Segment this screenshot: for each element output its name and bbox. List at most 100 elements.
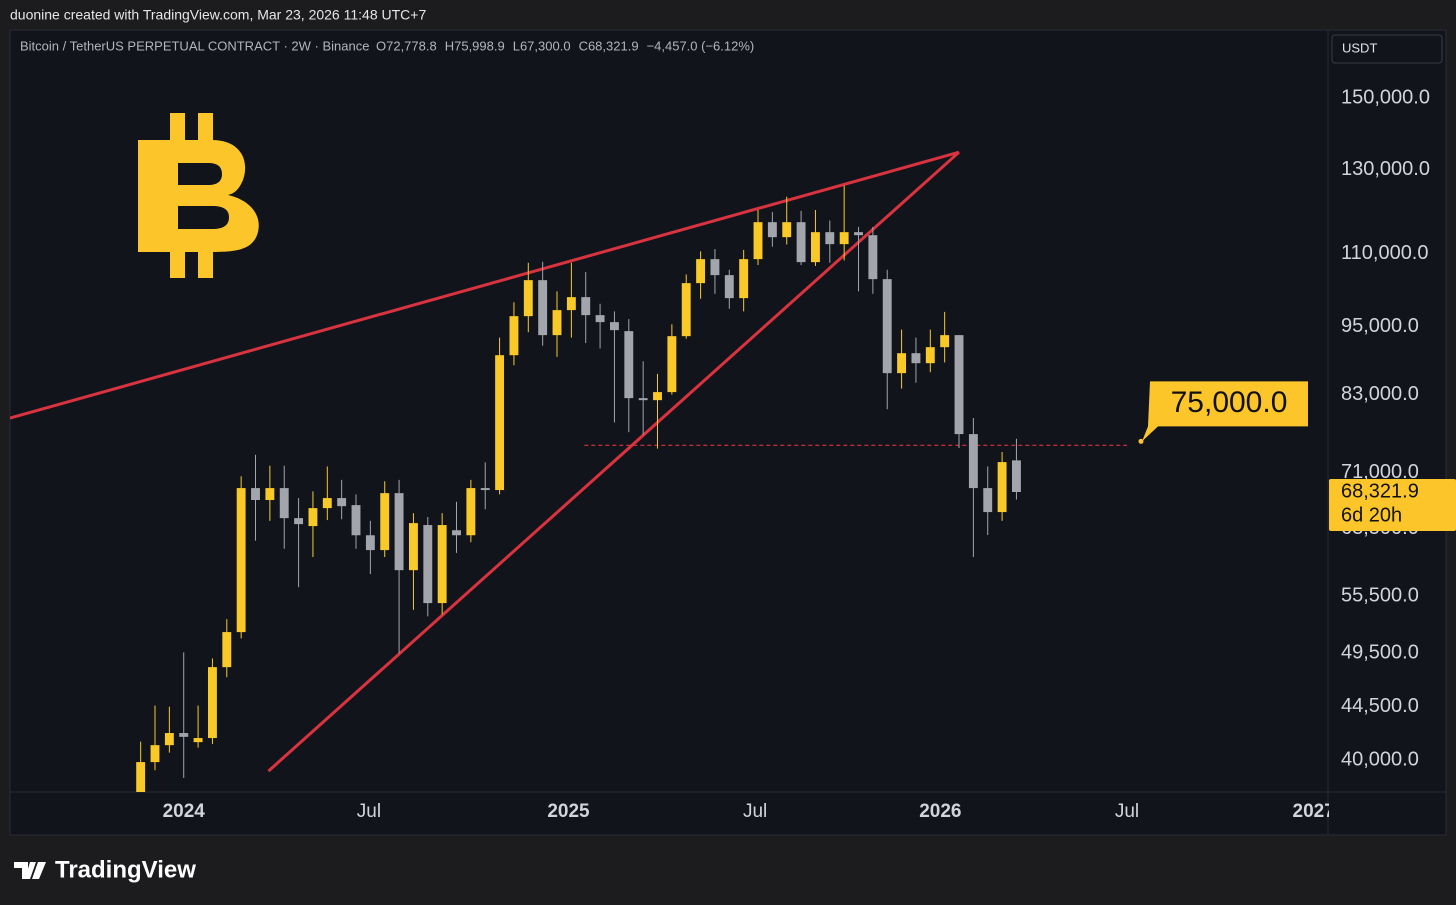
bitcoin-logo: [138, 140, 178, 252]
candle-body: [365, 535, 375, 551]
candle-body: [322, 498, 332, 509]
trendline: [10, 150, 960, 420]
candle-body: [897, 353, 907, 374]
candle-body: [696, 259, 706, 284]
candle-body: [136, 762, 146, 792]
candle-body: [236, 488, 246, 633]
candle-body: [724, 275, 734, 299]
ohlc-value: L67,300.0: [513, 38, 571, 53]
y-tick-label: 95,000.0: [1341, 315, 1419, 337]
ohlc-value: H75,998.9: [445, 38, 505, 53]
candle-body: [968, 434, 978, 489]
candle-body: [466, 488, 476, 536]
x-tick-label: 2024: [163, 801, 206, 822]
x-tick-label: 2027: [1293, 801, 1335, 822]
candle-body: [839, 232, 849, 245]
axes: 40,000.044,500.049,500.055,500.063,500.0…: [163, 87, 1456, 834]
candle-body: [595, 315, 605, 323]
y-tick-label: 55,500.0: [1341, 584, 1419, 606]
x-tick-label: Jul: [1115, 801, 1139, 822]
x-tick-label: 2025: [547, 801, 590, 822]
candle-body: [480, 488, 490, 491]
candle-body: [566, 297, 576, 311]
candle-body: [509, 316, 519, 356]
chart-panel: [9, 29, 1447, 836]
candle-body: [1011, 460, 1021, 493]
candle-body: [653, 392, 662, 401]
candle-body: [150, 745, 160, 763]
candle-body: [308, 508, 318, 527]
candle-body: [193, 738, 203, 743]
candle-body: [940, 335, 950, 348]
candle-body: [222, 632, 232, 668]
candle-body: [624, 331, 634, 399]
candle-body: [796, 222, 806, 263]
ohlc-value: −4,457.0 (−6.12%): [647, 38, 755, 53]
candle-body: [810, 232, 820, 263]
countdown: 6d 20h: [1341, 504, 1402, 526]
plot: [10, 150, 1127, 792]
bitcoin-logo: [150, 140, 259, 252]
candle-body: [279, 488, 289, 519]
candle-body: [854, 232, 863, 236]
candle-body: [767, 222, 777, 238]
symbol: Bitcoin / TetherUS PERPETUAL CONTRACT · …: [20, 38, 369, 53]
bitcoin-logo: [170, 250, 185, 278]
y-tick-label: 110,000.0: [1341, 242, 1429, 264]
brand: TradingView: [55, 856, 196, 883]
candle-body: [911, 353, 921, 364]
y-tick-label: 150,000.0: [1341, 87, 1430, 109]
bitcoin-logo: [198, 250, 213, 278]
candle-body: [954, 335, 964, 435]
candle-body: [638, 398, 648, 401]
candle-body: [207, 667, 217, 739]
currency[interactable]: USDT: [1342, 40, 1377, 55]
y-tick-label: 49,500.0: [1341, 642, 1419, 664]
candle-body: [882, 279, 892, 374]
currency-box[interactable]: [1331, 34, 1443, 64]
candle-body: [337, 498, 347, 507]
candle-body: [609, 322, 619, 331]
candle-body: [394, 493, 404, 571]
candle-body: [581, 297, 591, 316]
candle-body: [997, 462, 1007, 513]
candle-body: [251, 488, 260, 501]
last-price-tag: [1329, 479, 1456, 532]
y-tick-label: 130,000.0: [1341, 158, 1430, 180]
candle-body: [423, 525, 433, 604]
ohlc-legend: O72,778.8 H75,998.9 L67,300.0 C68,321.9 −4,4…: [376, 38, 754, 53]
price-axis-cover: [1329, 793, 1445, 834]
candle-body: [925, 347, 935, 364]
candle-body: [523, 280, 533, 317]
bitcoin-logo: [170, 113, 185, 143]
candle-body: [753, 222, 763, 260]
x-tick-label: Jul: [357, 801, 381, 822]
candle-body: [681, 283, 691, 337]
y-tick-label: 44,500.0: [1341, 695, 1419, 717]
candle-body: [739, 259, 749, 299]
credit: duonine created with TradingView.com, Ma…: [10, 7, 426, 23]
candle-body: [380, 493, 390, 551]
candle-body: [983, 488, 993, 513]
callout: [1142, 381, 1308, 442]
candle-body: [868, 235, 878, 280]
candle-body: [667, 336, 677, 393]
candle-body: [351, 505, 361, 536]
candle-body: [294, 518, 304, 525]
candle-body: [825, 232, 835, 245]
last-price: 68,321.9: [1341, 480, 1419, 502]
y-tick-label: 40,000.0: [1341, 748, 1419, 770]
candle-body: [552, 310, 562, 336]
ohlc-value: O72,778.8: [376, 38, 437, 53]
candle-body: [437, 525, 447, 604]
candle-body: [179, 733, 189, 737]
candle-body: [782, 222, 792, 238]
bitcoin-logo: [198, 113, 213, 143]
ohlc-value: C68,321.9: [579, 38, 639, 53]
candle-body: [495, 355, 505, 491]
brand-logo: [14, 862, 46, 879]
candle-body: [164, 733, 174, 746]
candle-body: [452, 530, 461, 536]
